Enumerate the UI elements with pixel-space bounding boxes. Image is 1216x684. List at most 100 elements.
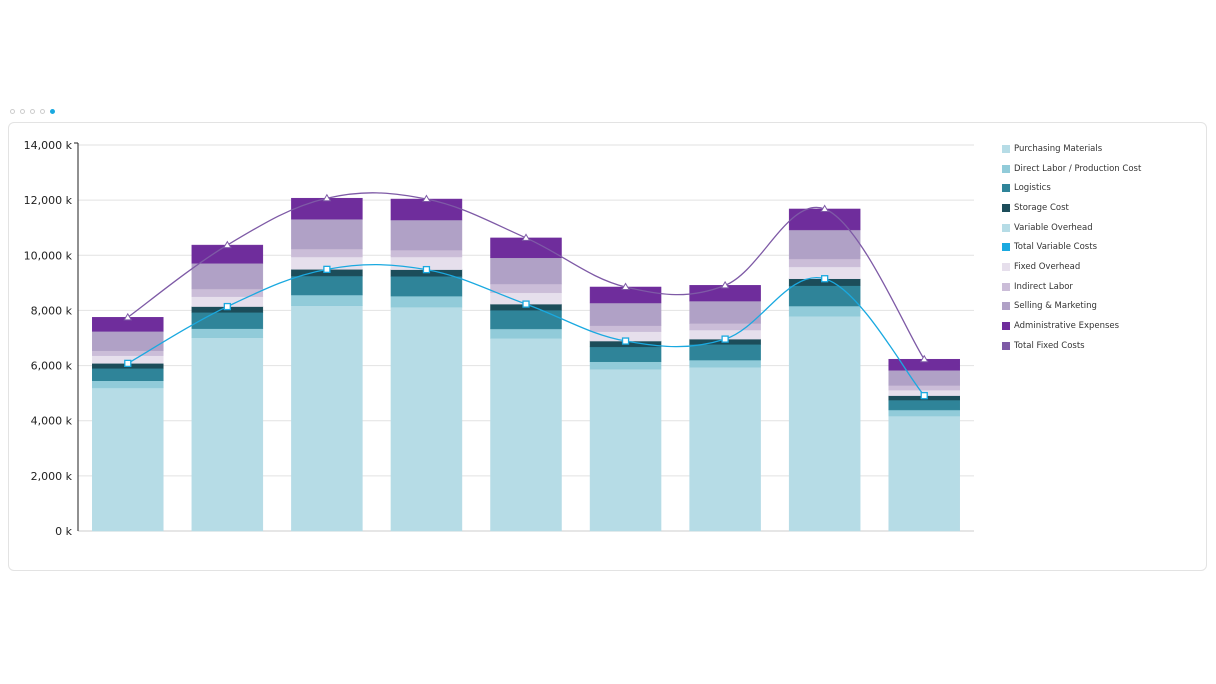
marker-total-fixed-costs [521,233,531,241]
marker-total-variable-costs [621,337,630,345]
legend-item[interactable]: Logistics [1002,178,1141,198]
bar-selling-marketing [589,302,662,326]
legend-swatch [1002,341,1010,350]
pager-dot-3[interactable] [30,109,35,114]
legend-swatch [1002,262,1010,271]
legend-label: Administrative Expenses [1014,321,1120,332]
legend-item[interactable]: Storage Cost [1002,198,1141,218]
y-tick-label: 4,000 k [31,415,73,428]
legend: Purchasing Materials Direct Labor / Produ… [1002,139,1141,356]
bar-logistics [291,275,363,296]
y-tick-label: 2,000 k [31,470,73,483]
bar-purchasing-materials [788,315,861,532]
legend-item[interactable]: Indirect Labor [1002,277,1141,297]
pager-dot-2[interactable] [20,109,25,114]
marker-total-variable-costs [920,391,928,400]
legend-item[interactable]: Purchasing Materials [1002,139,1141,159]
bar-direct-labor-production-cost [589,361,662,370]
pager-dot-4[interactable] [40,109,45,114]
legend-swatch [1002,203,1010,212]
legend-item[interactable]: Total Variable Costs [1002,237,1141,257]
bar-selling-marketing [689,300,761,324]
bar-direct-labor-production-cost [291,294,363,306]
legend-label: Selling & Marketing [1014,301,1097,312]
legend-swatch [1002,223,1010,232]
bar-indirect-labor [788,258,861,268]
marker-total-fixed-costs [621,282,630,290]
bar-selling-marketing [888,370,960,386]
legend-item[interactable]: Variable Overhead [1002,218,1141,238]
marker-total-fixed-costs [919,354,929,363]
bar-direct-labor-production-cost [888,409,960,417]
bar-logistics [490,309,562,330]
bar-indirect-labor [390,249,463,258]
bar-selling-marketing [490,257,562,285]
bar-purchasing-materials [490,338,562,532]
marker-total-fixed-costs [123,312,133,321]
bar-logistics [888,399,960,411]
legend-swatch [1002,243,1010,252]
bar-purchasing-materials [291,305,363,532]
marker-total-fixed-costs [720,280,730,289]
pager-dot-5[interactable] [50,109,55,114]
bar-purchasing-materials [92,387,164,532]
bar-logistics [689,344,761,361]
y-tick-label: 12,000 k [24,194,73,207]
bar-logistics [191,312,264,329]
bar-purchasing-materials [888,415,960,532]
legend-label: Indirect Labor [1014,281,1073,292]
bar-indirect-labor [490,283,562,294]
legend-swatch [1002,282,1010,291]
bar-logistics [589,346,662,362]
legend-label: Purchasing Materials [1014,143,1103,154]
marker-total-fixed-costs [222,240,232,249]
legend-swatch [1002,302,1010,311]
bar-selling-marketing [291,218,363,250]
legend-item[interactable]: Administrative Expenses [1002,316,1141,336]
legend-label: Direct Labor / Production Cost [1014,163,1142,174]
bar-logistics [92,368,164,381]
marker-total-variable-costs [721,335,729,343]
bar-direct-labor-production-cost [92,380,164,389]
legend-item[interactable]: Total Fixed Costs [1002,336,1141,356]
bar-purchasing-materials [589,368,662,532]
marker-total-variable-costs [422,265,431,274]
y-tick-label: 8,000 k [31,304,73,317]
legend-swatch [1002,164,1010,173]
legend-label: Variable Overhead [1014,222,1093,233]
marker-total-fixed-costs [820,204,830,212]
bar-direct-labor-production-cost [191,328,264,338]
bar-selling-marketing [191,263,264,290]
bar-indirect-labor [589,325,662,332]
bar-indirect-labor [291,248,363,258]
legend-item[interactable]: Direct Labor / Production Cost [1002,159,1141,179]
bar-direct-labor-production-cost [788,305,861,317]
marker-total-variable-costs [821,275,829,283]
marker-total-fixed-costs [322,193,332,202]
legend-item[interactable]: Selling & Marketing [1002,297,1141,317]
bar-logistics [390,275,463,297]
legend-label: Total Fixed Costs [1014,340,1085,351]
legend-swatch [1002,144,1010,153]
legend-item[interactable]: Fixed Overhead [1002,257,1141,277]
carousel-pager [10,109,55,114]
bar-purchasing-materials [689,366,761,532]
y-tick-label: 14,000 k [24,139,73,152]
bar-purchasing-materials [191,337,264,532]
legend-label: Fixed Overhead [1014,261,1081,272]
line-total-variable-costs [127,264,925,397]
line-total-fixed-costs [127,192,925,360]
legend-swatch [1002,184,1010,193]
legend-swatch [1002,322,1010,331]
bar-direct-labor-production-cost [390,295,463,308]
bar-direct-labor-production-cost [689,359,761,368]
marker-total-variable-costs [522,300,530,308]
bar-administrative-expenses [291,197,363,220]
y-tick-label: 6,000 k [31,360,73,373]
chart-card [8,122,1207,571]
marker-total-variable-costs [124,359,132,368]
bar-indirect-labor [888,385,960,391]
pager-dot-1[interactable] [10,109,15,114]
bar-indirect-labor [92,350,164,356]
